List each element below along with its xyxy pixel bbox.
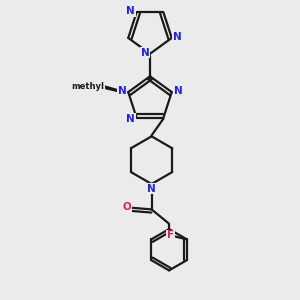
Text: O: O [122, 202, 131, 212]
Text: F: F [167, 230, 174, 240]
Text: N: N [147, 184, 156, 194]
Text: N: N [127, 6, 135, 16]
Text: N: N [141, 48, 150, 58]
Text: N: N [174, 86, 182, 97]
Text: N: N [118, 86, 126, 97]
Text: methyl: methyl [71, 82, 104, 91]
Text: N: N [173, 32, 182, 42]
Text: N: N [127, 114, 135, 124]
